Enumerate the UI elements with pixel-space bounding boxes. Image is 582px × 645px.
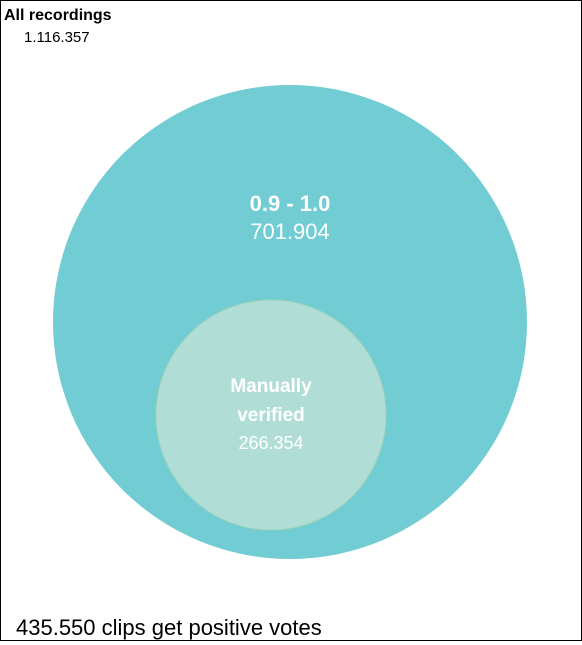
large-set-label: 0.9 - 1.0 bbox=[250, 191, 331, 216]
all-recordings-count: 1.116.357 bbox=[24, 29, 90, 46]
all-recordings-label: All recordings bbox=[4, 7, 112, 24]
inner-set-count: 266.354 bbox=[238, 433, 303, 453]
large-set-count: 701.904 bbox=[250, 219, 330, 244]
positive-votes-caption: 435.550 clips get positive votes bbox=[16, 615, 322, 640]
inner-set-label-line1: Manually bbox=[230, 376, 312, 397]
inner-set-label-line2: verified bbox=[237, 405, 305, 426]
inner-set-circle bbox=[155, 299, 387, 531]
